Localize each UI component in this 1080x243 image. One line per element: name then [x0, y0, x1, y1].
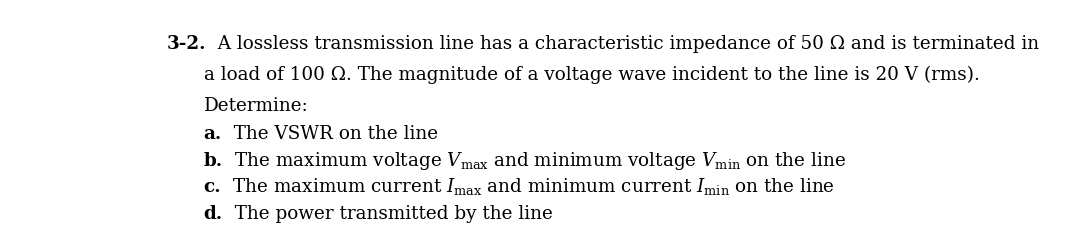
- Text: a load of 100 Ω. The magnitude of a voltage wave incident to the line is 20 V (r: a load of 100 Ω. The magnitude of a volt…: [204, 65, 980, 84]
- Text: A lossless transmission line has a characteristic impedance of 50 Ω and is termi: A lossless transmission line has a chara…: [206, 35, 1039, 53]
- Text: The power transmitted by the line: The power transmitted by the line: [222, 205, 553, 223]
- Text: The maximum voltage $V_{\mathrm{max}}$ and minimum voltage $V_{\mathrm{min}}$ on: The maximum voltage $V_{\mathrm{max}}$ a…: [222, 150, 846, 172]
- Text: The VSWR on the line: The VSWR on the line: [221, 125, 438, 143]
- Text: d.: d.: [204, 205, 222, 223]
- Text: 3-2.: 3-2.: [166, 35, 206, 53]
- Text: b.: b.: [204, 152, 222, 170]
- Text: Determine:: Determine:: [204, 96, 309, 114]
- Text: c.: c.: [204, 178, 221, 196]
- Text: The maximum current $I_{\mathrm{max}}$ and minimum current $I_{\mathrm{min}}$ on: The maximum current $I_{\mathrm{max}}$ a…: [221, 176, 835, 197]
- Text: a.: a.: [204, 125, 221, 143]
